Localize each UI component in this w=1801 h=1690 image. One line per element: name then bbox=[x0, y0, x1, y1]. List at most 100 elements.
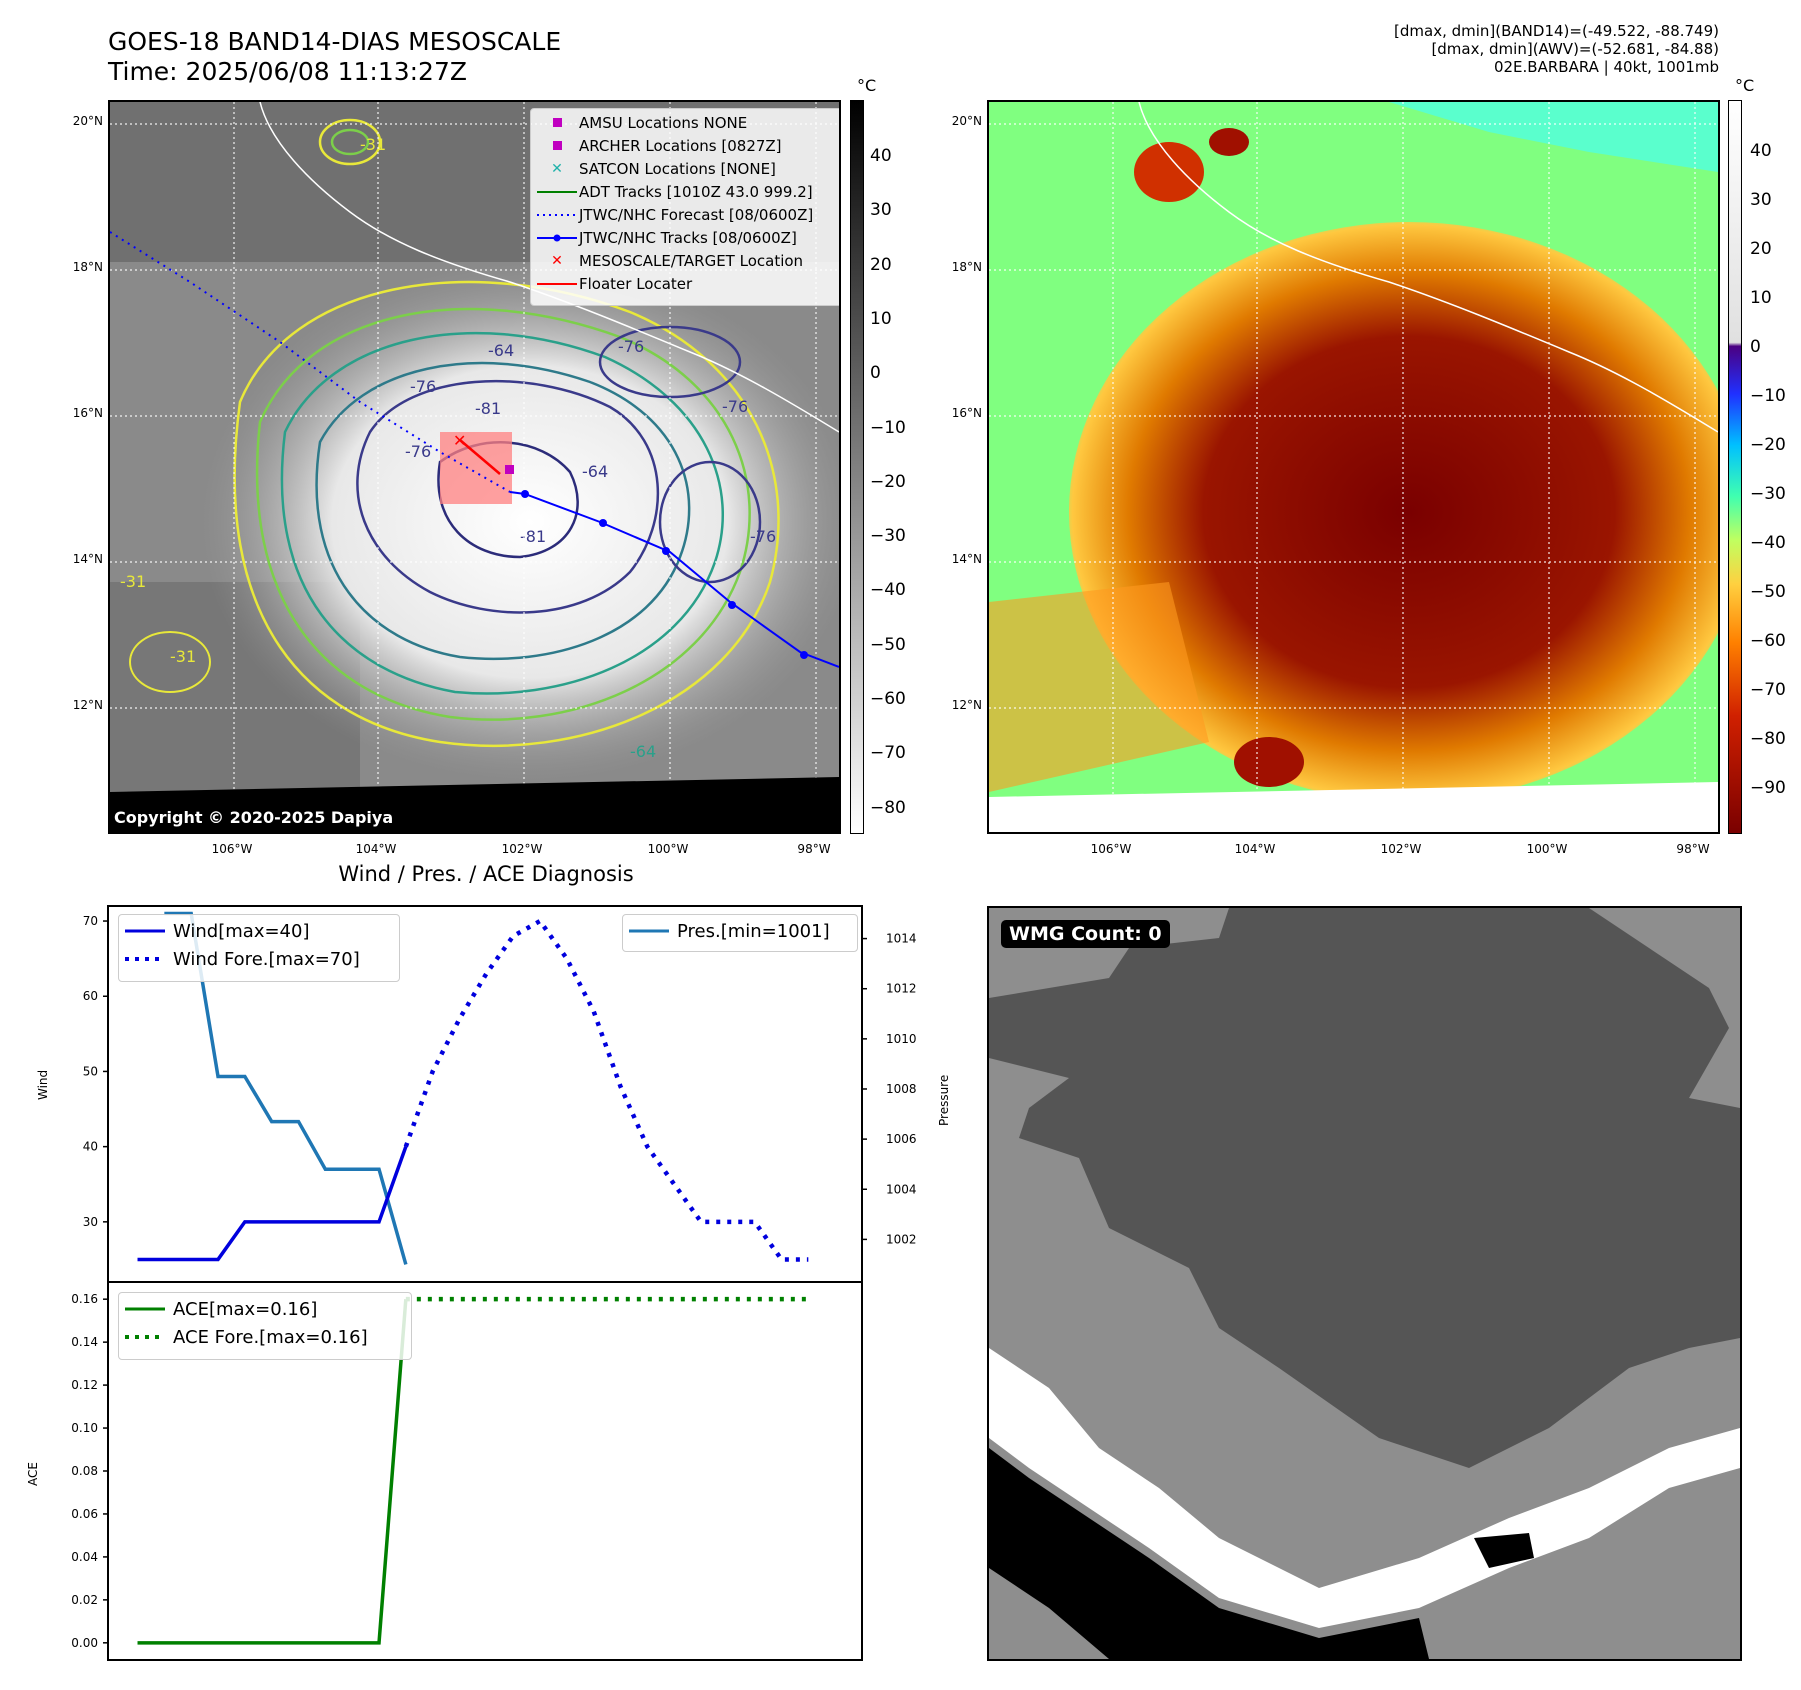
line-swatch-icon bbox=[535, 281, 579, 287]
color-colorbar-tick: 10 bbox=[1750, 288, 1772, 308]
copyright-text: Copyright © 2020-2025 Dapiya bbox=[114, 808, 394, 827]
gray-colorbar-tick: 0 bbox=[870, 363, 881, 384]
map-legend-item: AMSU Locations NONE bbox=[535, 111, 838, 134]
figure-title: GOES-18 BAND14-DIAS MESOSCALE Time: 2025… bbox=[108, 27, 561, 87]
ace-tick-label: 0.14 bbox=[71, 1335, 98, 1349]
map-legend-label: JTWC/NHC Tracks [08/0600Z] bbox=[579, 228, 797, 247]
lon-tick-label: 100°W bbox=[647, 842, 689, 856]
legend-ace-fore: ACE Fore.[max=0.16] bbox=[173, 1326, 368, 1348]
color-colorbar-tick: −30 bbox=[1750, 484, 1786, 504]
map-legend-label: Floater Locater bbox=[579, 274, 693, 293]
ace-series-line bbox=[137, 1299, 408, 1645]
gray-colorbar-tick: 40 bbox=[870, 146, 892, 166]
stats-block: [dmax, dmin](BAND14)=(-49.522, -88.749) … bbox=[1394, 22, 1719, 76]
lon-tick-label: 104°W bbox=[1234, 842, 1276, 856]
pressure-tick-label: 1012 bbox=[886, 982, 917, 996]
wind-series-line bbox=[137, 1146, 408, 1262]
color-colorbar-tick: −60 bbox=[1750, 631, 1786, 651]
ace-axis-label: ACE bbox=[26, 1462, 40, 1486]
gray-colorbar-tick: −30 bbox=[870, 526, 906, 547]
ace-tick-label: 0.10 bbox=[71, 1421, 98, 1435]
line-swatch-icon bbox=[535, 212, 579, 218]
contour-label: -64 bbox=[582, 462, 608, 481]
diagnosis-title: Wind / Pres. / ACE Diagnosis bbox=[338, 862, 634, 886]
legend-pres: Pres.[min=1001] bbox=[677, 920, 830, 942]
square-marker-icon bbox=[535, 141, 579, 150]
gray-colorbar-tick: 30 bbox=[870, 200, 892, 221]
lat-tick-label: 14°N bbox=[951, 552, 982, 566]
ace-fore-legend-swatch bbox=[125, 1335, 165, 1339]
pressure-tick-label: 1002 bbox=[886, 1232, 917, 1246]
svg-text:✕: ✕ bbox=[453, 431, 466, 450]
map-legend-label: ARCHER Locations [0827Z] bbox=[579, 136, 782, 155]
stats-line-1: [dmax, dmin](BAND14)=(-49.522, -88.749) bbox=[1394, 22, 1719, 40]
ace-tick-label: 0.08 bbox=[71, 1464, 98, 1478]
map-legend-item: ✕ SATCON Locations [NONE] bbox=[535, 157, 838, 180]
wmg-svg bbox=[989, 908, 1740, 1659]
lat-tick-label: 18°N bbox=[72, 260, 103, 274]
contour-label: -64 bbox=[630, 742, 656, 761]
wmg-panel: WMG Count: 0 bbox=[987, 906, 1742, 1661]
gray-colorbar-tick: 20 bbox=[870, 254, 892, 275]
gray-colorbar-tick: −20 bbox=[870, 471, 906, 492]
ace-tick-label: 0.00 bbox=[71, 1636, 98, 1650]
pressure-axis-label: Pressure bbox=[937, 1074, 951, 1126]
square-marker-icon bbox=[535, 118, 579, 127]
title-line-1: GOES-18 BAND14-DIAS MESOSCALE bbox=[108, 27, 562, 56]
gray-colorbar-tick: −10 bbox=[870, 417, 906, 438]
lon-tick-label: 106°W bbox=[1090, 842, 1132, 856]
map-legend-label: SATCON Locations [NONE] bbox=[579, 159, 776, 178]
lon-tick-label: 100°W bbox=[1526, 842, 1568, 856]
wind-tick-label: 50 bbox=[83, 1064, 98, 1078]
map-legend-item: JTWC/NHC Forecast [08/0600Z] bbox=[535, 203, 838, 226]
wind-legend: Wind[max=40] Wind Fore.[max=70] bbox=[118, 914, 400, 982]
gray-colorbar-tick: −70 bbox=[870, 743, 906, 764]
pressure-tick-label: 1014 bbox=[886, 932, 917, 946]
lat-tick-label: 12°N bbox=[72, 698, 103, 712]
map-legend-item: ADT Tracks [1010Z 43.0 999.2] bbox=[535, 180, 838, 203]
storm-info: 02E.BARBARA | 40kt, 1001mb bbox=[1493, 58, 1719, 76]
wind-tick-label: 30 bbox=[83, 1215, 98, 1229]
map-legend-label: JTWC/NHC Forecast [08/0600Z] bbox=[579, 205, 814, 224]
color-colorbar-tick: −50 bbox=[1750, 582, 1786, 602]
contour-label: -31 bbox=[120, 572, 146, 591]
wind-tick-label: 40 bbox=[83, 1140, 98, 1154]
color-colorbar-tick: 0 bbox=[1750, 337, 1761, 357]
stats-line-2: [dmax, dmin](AWV)=(-52.681, -84.88) bbox=[1431, 40, 1719, 58]
grayscale-colorbar bbox=[850, 100, 864, 834]
contour-label: -76 bbox=[618, 337, 644, 356]
pres-legend-swatch bbox=[629, 929, 669, 933]
lon-tick-label: 98°W bbox=[1676, 842, 1710, 856]
contour-label: -76 bbox=[405, 442, 431, 461]
pressure-tick-label: 1010 bbox=[886, 1032, 917, 1046]
contour-label: -76 bbox=[410, 377, 436, 396]
color-colorbar-tick: 40 bbox=[1750, 141, 1772, 161]
line-swatch-icon bbox=[535, 234, 579, 242]
lat-tick-label: 16°N bbox=[951, 406, 982, 420]
lon-tick-label: 98°W bbox=[797, 842, 831, 856]
awv-map-panel bbox=[987, 100, 1720, 834]
lon-tick-label: 106°W bbox=[211, 842, 253, 856]
pressure-tick-label: 1008 bbox=[886, 1082, 917, 1096]
contour-label: -76 bbox=[722, 397, 748, 416]
gray-colorbar-tick: 10 bbox=[870, 308, 892, 329]
map-legend-item: ARCHER Locations [0827Z] bbox=[535, 134, 838, 157]
title-line-2: Time: 2025/06/08 11:13:27Z bbox=[108, 57, 467, 86]
color-colorbar bbox=[1728, 100, 1742, 834]
contour-label: -31 bbox=[360, 135, 386, 154]
wind-axis-label: Wind bbox=[36, 1069, 50, 1100]
map-legend-label: AMSU Locations NONE bbox=[579, 113, 748, 132]
ace-legend-swatch bbox=[125, 1307, 165, 1311]
color-colorbar-tick: −70 bbox=[1750, 680, 1786, 700]
pressure-tick-label: 1004 bbox=[886, 1182, 917, 1196]
colorbar-unit: °C bbox=[857, 76, 877, 95]
lat-tick-label: 16°N bbox=[72, 406, 103, 420]
color-colorbar-tick: 20 bbox=[1750, 239, 1772, 259]
contour-label: -76 bbox=[750, 527, 776, 546]
x-marker-icon: ✕ bbox=[551, 252, 563, 269]
contour-label: -81 bbox=[475, 399, 501, 418]
lon-tick-label: 102°W bbox=[501, 842, 543, 856]
contour-label: -31 bbox=[170, 647, 196, 666]
wmg-count-badge: WMG Count: 0 bbox=[1001, 920, 1170, 948]
